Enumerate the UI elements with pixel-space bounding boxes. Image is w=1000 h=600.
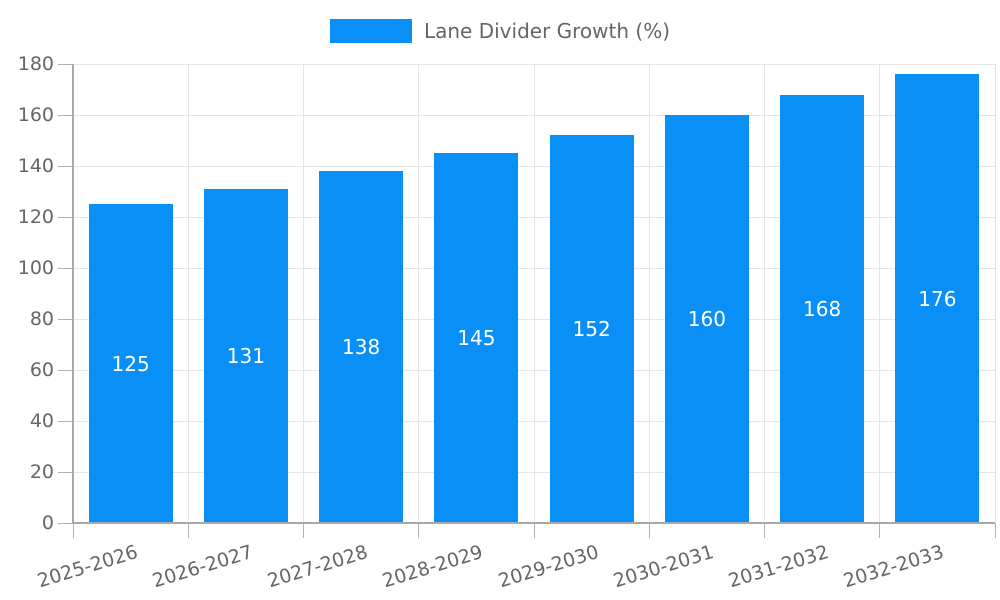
x-tick-mark: [648, 523, 650, 538]
bar: [88, 204, 173, 523]
gridline-vertical: [418, 64, 420, 523]
y-tick-mark: [58, 471, 73, 473]
x-tick-mark: [187, 523, 189, 538]
y-tick-mark: [58, 63, 73, 65]
bar-value-label: 125: [111, 351, 150, 376]
y-axis-line: [72, 64, 74, 524]
y-axis-tick-label: 60: [29, 359, 54, 381]
gridline-vertical: [648, 64, 650, 523]
bar: [549, 135, 634, 523]
bar-value-label: 152: [572, 317, 611, 342]
x-tick-mark: [764, 523, 765, 538]
y-axis-tick-label: 40: [29, 410, 54, 432]
bar-value-label: 138: [342, 335, 381, 360]
y-tick-mark: [58, 318, 73, 320]
legend-label: Lane Divider Growth (%): [423, 19, 671, 43]
gridline-vertical: [533, 64, 535, 523]
y-axis-tick-label: 100: [17, 257, 54, 279]
bar: [319, 171, 404, 523]
gridline-vertical: [764, 64, 765, 523]
x-tick-mark: [533, 523, 535, 538]
y-tick-mark: [58, 165, 73, 167]
y-tick-mark: [58, 114, 73, 116]
y-tick-mark: [58, 216, 73, 218]
gridline-vertical: [187, 64, 189, 523]
y-axis-tick-label: 0: [41, 512, 54, 534]
y-axis-tick-label: 20: [29, 461, 54, 483]
bar-value-label: 176: [918, 286, 957, 311]
x-tick-mark: [994, 523, 996, 538]
bar: [664, 115, 749, 523]
x-tick-mark: [72, 523, 74, 538]
bar: [895, 74, 980, 523]
legend-swatch: [329, 19, 412, 43]
x-tick-mark: [879, 523, 881, 538]
legend-item[interactable]: Lane Divider Growth (%): [0, 19, 1000, 43]
bar-value-label: 168: [803, 296, 842, 321]
y-tick-mark: [58, 420, 73, 422]
bar: [434, 153, 519, 523]
gridline-vertical: [303, 64, 304, 523]
bar: [203, 188, 288, 523]
x-axis-line: [73, 522, 995, 524]
bar-value-label: 131: [226, 343, 265, 368]
y-axis-tick-label: 160: [17, 104, 54, 126]
x-tick-mark: [303, 523, 304, 538]
y-tick-mark: [58, 369, 73, 371]
y-axis-tick-label: 80: [29, 308, 54, 330]
y-axis-tick-label: 140: [17, 155, 54, 177]
y-tick-mark: [58, 522, 73, 524]
bar-value-label: 160: [687, 307, 726, 331]
gridline-vertical: [879, 64, 881, 523]
bar-value-label: 145: [457, 326, 496, 351]
gridline-vertical: [994, 64, 996, 523]
y-axis-tick-label: 120: [17, 206, 54, 228]
x-tick-mark: [418, 523, 420, 538]
y-axis-tick-label: 180: [17, 53, 54, 75]
y-tick-mark: [58, 267, 73, 269]
bar: [780, 94, 865, 523]
